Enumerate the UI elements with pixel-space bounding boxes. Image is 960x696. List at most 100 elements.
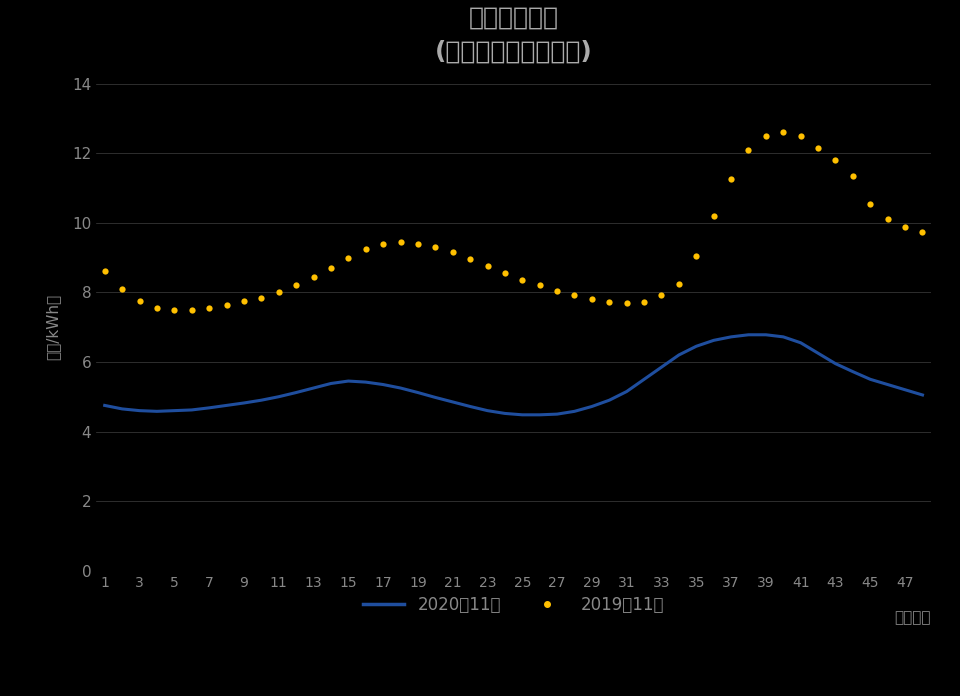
2020年11月 <box>690 342 702 350</box>
2020年11月 <box>116 404 128 413</box>
2019年11月 <box>778 127 789 136</box>
2020年11月 <box>638 375 650 383</box>
2020年11月 <box>656 363 667 372</box>
2019年11月 <box>482 262 493 270</box>
2020年11月 <box>395 384 406 393</box>
2020年11月 <box>133 406 145 415</box>
2020年11月 <box>604 396 615 404</box>
2019年11月 <box>204 303 215 312</box>
2020年11月 <box>568 407 580 416</box>
2020年11月 <box>238 399 250 407</box>
2019年11月 <box>186 306 198 314</box>
2019年11月 <box>325 264 337 272</box>
Line: 2020年11月: 2020年11月 <box>105 335 923 415</box>
2020年11月 <box>882 380 894 388</box>
2020年11月 <box>169 406 180 415</box>
2019年11月 <box>760 132 772 140</box>
2019年11月 <box>638 298 650 306</box>
2019年11月 <box>534 281 545 290</box>
2019年11月 <box>882 214 894 223</box>
Line: 2019年11月: 2019年11月 <box>102 129 925 313</box>
2020年11月 <box>829 359 841 367</box>
2019年11月 <box>151 303 162 312</box>
2020年11月 <box>726 333 737 341</box>
2020年11月 <box>221 401 232 409</box>
2019年11月 <box>812 144 824 152</box>
2019年11月 <box>465 255 476 264</box>
2020年11月 <box>429 393 441 402</box>
2020年11月 <box>499 409 511 418</box>
2020年11月 <box>99 401 110 409</box>
2020年11月 <box>151 407 162 416</box>
2020年11月 <box>812 349 824 358</box>
2020年11月 <box>325 379 337 388</box>
2019年11月 <box>99 267 110 276</box>
2020年11月 <box>534 411 545 419</box>
2020年11月 <box>708 336 719 345</box>
2019年11月 <box>621 299 633 308</box>
2019年11月 <box>568 291 580 299</box>
2019年11月 <box>690 251 702 260</box>
2019年11月 <box>290 281 301 290</box>
2019年11月 <box>795 132 806 140</box>
2020年11月 <box>847 367 858 376</box>
2019年11月 <box>221 301 232 309</box>
2019年11月 <box>847 172 858 180</box>
2019年11月 <box>865 199 876 207</box>
2020年11月 <box>551 410 563 418</box>
2020年11月 <box>412 388 423 397</box>
2020年11月 <box>360 378 372 386</box>
2019年11月 <box>829 156 841 164</box>
2019年11月 <box>900 223 911 231</box>
2019年11月 <box>447 248 459 257</box>
2020年11月 <box>673 351 684 359</box>
2019年11月 <box>116 285 128 293</box>
Y-axis label: （円/kWh）: （円/kWh） <box>46 294 60 361</box>
Title: 平日平均価格
(エリアプライス東京): 平日平均価格 (エリアプライス東京) <box>435 6 592 63</box>
2020年11月 <box>204 404 215 412</box>
2019年11月 <box>273 288 284 296</box>
2020年11月 <box>900 386 911 394</box>
2019年11月 <box>133 296 145 305</box>
2020年11月 <box>290 388 301 397</box>
2020年11月 <box>343 377 354 385</box>
2019年11月 <box>308 273 320 281</box>
2020年11月 <box>587 402 598 411</box>
2020年11月 <box>255 396 267 404</box>
2019年11月 <box>604 298 615 306</box>
Legend: 2020年11月, 2019年11月: 2020年11月, 2019年11月 <box>356 590 671 621</box>
2020年11月 <box>465 402 476 411</box>
2019年11月 <box>708 212 719 220</box>
2019年11月 <box>238 296 250 305</box>
2019年11月 <box>516 276 528 284</box>
2020年11月 <box>778 333 789 341</box>
2019年11月 <box>429 243 441 251</box>
2020年11月 <box>917 391 928 400</box>
2019年11月 <box>343 253 354 262</box>
2019年11月 <box>917 228 928 237</box>
2019年11月 <box>551 287 563 295</box>
2019年11月 <box>412 239 423 248</box>
Text: （コマ）: （コマ） <box>895 610 931 625</box>
2019年11月 <box>377 239 389 248</box>
2019年11月 <box>169 306 180 314</box>
2020年11月 <box>621 387 633 395</box>
2020年11月 <box>795 338 806 347</box>
2019年11月 <box>726 175 737 184</box>
2020年11月 <box>447 398 459 406</box>
2020年11月 <box>273 393 284 401</box>
2020年11月 <box>865 375 876 383</box>
2019年11月 <box>360 245 372 253</box>
2019年11月 <box>587 295 598 303</box>
2020年11月 <box>743 331 755 339</box>
2020年11月 <box>516 411 528 419</box>
2019年11月 <box>499 269 511 277</box>
2020年11月 <box>482 406 493 415</box>
2019年11月 <box>656 291 667 299</box>
2019年11月 <box>395 238 406 246</box>
2020年11月 <box>760 331 772 339</box>
2020年11月 <box>308 384 320 393</box>
2019年11月 <box>255 294 267 302</box>
2020年11月 <box>186 406 198 414</box>
2019年11月 <box>743 145 755 154</box>
